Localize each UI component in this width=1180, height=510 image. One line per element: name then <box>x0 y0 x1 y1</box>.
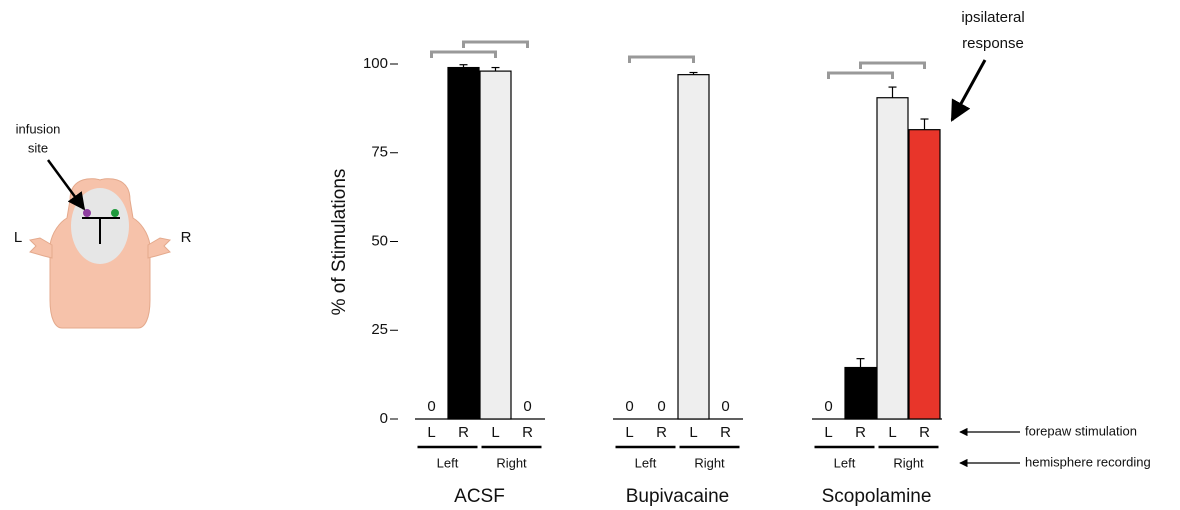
value-label: 0 <box>824 398 832 415</box>
y-tick-label: 25 <box>371 321 388 338</box>
row-label: hemisphere recording <box>1025 454 1151 469</box>
infusion-label: site <box>28 140 48 155</box>
significance-bracket <box>827 71 894 79</box>
y-axis-label: % of Stimulations <box>329 169 350 316</box>
x-tick-label: L <box>689 424 697 441</box>
row-label: forepaw stimulation <box>1025 423 1137 438</box>
value-label: 0 <box>427 398 435 415</box>
group-label: Left <box>834 455 856 470</box>
x-tick-label: L <box>888 424 896 441</box>
y-tick-label: 0 <box>380 410 388 427</box>
significance-bracket <box>430 50 497 58</box>
x-tick-label: R <box>855 424 866 441</box>
annotation: ipsilateral <box>961 9 1024 26</box>
significance-bracket <box>628 55 695 63</box>
bar <box>876 97 909 420</box>
group-label: Right <box>893 455 924 470</box>
bar <box>447 66 480 420</box>
infusion-label: infusion <box>16 121 61 136</box>
group-label: Right <box>496 455 527 470</box>
bar <box>844 366 877 420</box>
y-tick-label: 75 <box>371 144 388 161</box>
value-label: 0 <box>721 398 729 415</box>
annotation: response <box>962 35 1024 52</box>
bar <box>677 74 710 420</box>
panel-title: ACSF <box>454 486 505 507</box>
x-tick-label: L <box>824 424 832 441</box>
x-tick-label: R <box>656 424 667 441</box>
x-tick-label: R <box>919 424 930 441</box>
x-tick-label: R <box>458 424 469 441</box>
side-label: L <box>14 229 22 246</box>
group-label: Left <box>437 455 459 470</box>
x-tick-label: L <box>625 424 633 441</box>
significance-bracket <box>859 61 926 69</box>
y-tick-label: 50 <box>371 232 388 249</box>
value-label: 0 <box>523 398 531 415</box>
x-tick-label: R <box>720 424 731 441</box>
y-tick-label: 100 <box>363 55 388 72</box>
panel-title: Bupivacaine <box>626 486 730 507</box>
value-label: 0 <box>625 398 633 415</box>
side-label: R <box>181 229 192 246</box>
bar <box>479 70 512 420</box>
group-label: Right <box>694 455 725 470</box>
x-tick-label: R <box>522 424 533 441</box>
annotation-arrow <box>950 59 987 122</box>
bar <box>908 129 941 420</box>
value-label: 0 <box>657 398 665 415</box>
group-label: Left <box>635 455 657 470</box>
significance-bracket <box>462 40 529 48</box>
panel-title: Scopolamine <box>822 486 932 507</box>
x-tick-label: L <box>491 424 499 441</box>
rat-pup-illustration: infusion site L R <box>14 121 192 329</box>
x-tick-label: L <box>427 424 435 441</box>
